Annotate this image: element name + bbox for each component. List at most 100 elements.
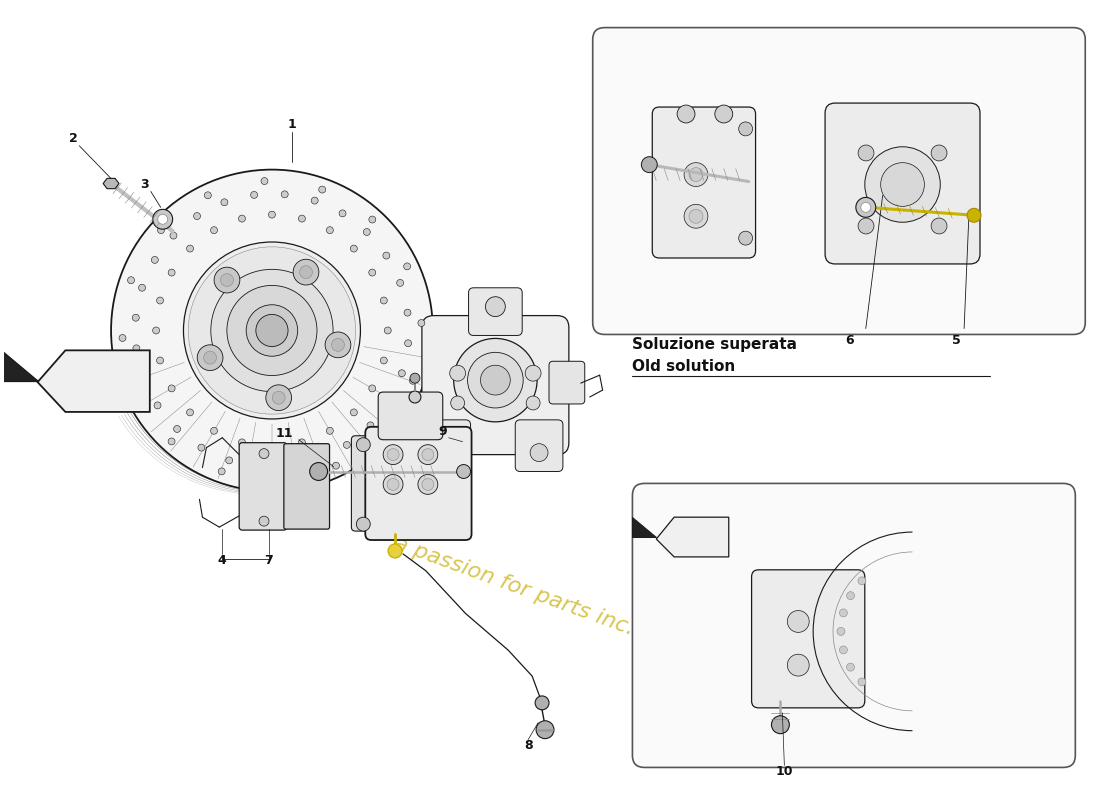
Circle shape — [157, 226, 165, 234]
Circle shape — [379, 427, 386, 434]
Circle shape — [133, 345, 140, 352]
Circle shape — [139, 284, 145, 291]
Circle shape — [684, 204, 708, 228]
Circle shape — [368, 216, 376, 223]
Circle shape — [535, 696, 549, 710]
Circle shape — [858, 218, 874, 234]
Circle shape — [255, 463, 263, 470]
Circle shape — [739, 231, 752, 245]
FancyBboxPatch shape — [469, 288, 522, 335]
Circle shape — [386, 398, 393, 405]
Circle shape — [316, 455, 323, 462]
Circle shape — [168, 438, 175, 445]
Circle shape — [865, 146, 940, 222]
Circle shape — [418, 474, 438, 494]
Circle shape — [194, 213, 200, 219]
Circle shape — [343, 442, 350, 448]
Circle shape — [409, 391, 421, 403]
Circle shape — [156, 297, 164, 304]
Circle shape — [530, 444, 548, 462]
Circle shape — [327, 427, 333, 434]
Circle shape — [170, 232, 177, 239]
Circle shape — [368, 385, 376, 392]
Circle shape — [258, 449, 270, 458]
Circle shape — [351, 245, 358, 252]
FancyBboxPatch shape — [632, 483, 1076, 767]
FancyBboxPatch shape — [351, 436, 382, 531]
Circle shape — [847, 592, 855, 600]
Circle shape — [198, 444, 205, 451]
Circle shape — [409, 378, 416, 384]
Circle shape — [261, 178, 268, 185]
Polygon shape — [632, 517, 657, 537]
Circle shape — [276, 477, 283, 483]
Circle shape — [388, 544, 401, 558]
Circle shape — [526, 396, 540, 410]
Circle shape — [218, 468, 226, 475]
Circle shape — [383, 445, 403, 465]
Circle shape — [422, 478, 433, 490]
Text: Soluzione superata: Soluzione superata — [632, 337, 798, 352]
Circle shape — [239, 215, 245, 222]
Circle shape — [678, 105, 695, 123]
Circle shape — [119, 334, 126, 342]
Text: 8: 8 — [524, 739, 532, 752]
Circle shape — [184, 242, 361, 419]
Circle shape — [881, 162, 924, 206]
Polygon shape — [37, 350, 150, 412]
Circle shape — [387, 449, 399, 461]
Circle shape — [398, 370, 405, 377]
Polygon shape — [657, 517, 728, 557]
Circle shape — [418, 445, 438, 465]
Circle shape — [299, 266, 312, 278]
Circle shape — [437, 444, 454, 462]
Circle shape — [156, 357, 164, 364]
Circle shape — [327, 226, 333, 234]
Circle shape — [298, 215, 306, 222]
Circle shape — [154, 402, 161, 409]
Circle shape — [319, 186, 326, 193]
Text: 2: 2 — [69, 132, 78, 146]
Circle shape — [788, 610, 810, 632]
Circle shape — [356, 438, 371, 452]
Circle shape — [141, 374, 147, 382]
Polygon shape — [1, 350, 37, 381]
Circle shape — [214, 267, 240, 293]
FancyBboxPatch shape — [239, 442, 287, 530]
Circle shape — [256, 314, 288, 346]
Text: Old solution: Old solution — [632, 358, 736, 374]
Circle shape — [858, 678, 866, 686]
Circle shape — [226, 457, 233, 464]
Circle shape — [485, 297, 505, 317]
Circle shape — [210, 226, 218, 234]
Circle shape — [211, 270, 333, 392]
Circle shape — [310, 462, 328, 481]
Circle shape — [481, 366, 510, 395]
Circle shape — [204, 351, 217, 364]
Circle shape — [387, 478, 399, 490]
Circle shape — [451, 396, 464, 410]
Circle shape — [187, 245, 194, 252]
Text: a passion for parts inc...: a passion for parts inc... — [390, 534, 650, 644]
FancyBboxPatch shape — [284, 444, 330, 529]
Circle shape — [187, 409, 194, 416]
Circle shape — [332, 462, 340, 469]
FancyBboxPatch shape — [652, 107, 756, 258]
Circle shape — [381, 297, 387, 304]
Circle shape — [404, 309, 411, 316]
Circle shape — [258, 516, 270, 526]
Circle shape — [383, 474, 403, 494]
Circle shape — [221, 199, 228, 206]
Circle shape — [381, 357, 387, 364]
Circle shape — [847, 663, 855, 671]
FancyBboxPatch shape — [593, 28, 1086, 334]
Circle shape — [450, 366, 465, 381]
Circle shape — [152, 257, 158, 263]
Circle shape — [356, 517, 371, 531]
FancyBboxPatch shape — [422, 420, 471, 471]
Circle shape — [168, 385, 175, 392]
Circle shape — [188, 247, 355, 414]
Polygon shape — [103, 178, 119, 189]
Circle shape — [771, 716, 790, 734]
Circle shape — [410, 373, 420, 383]
